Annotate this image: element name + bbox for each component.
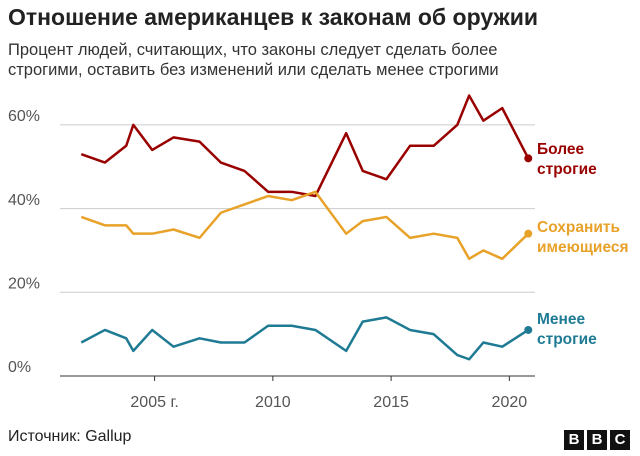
series-line	[80, 316, 529, 361]
logo-letter: B	[587, 430, 607, 450]
end-dot	[524, 154, 533, 163]
end-dot	[524, 229, 533, 238]
y-tick-label: 60%	[8, 108, 40, 125]
x-tick-label: 2010	[255, 394, 291, 411]
chart-title: Отношение американцев к законам об оружи…	[8, 4, 538, 30]
y-tick-label: 0%	[8, 359, 31, 376]
logo-letter: B	[564, 430, 584, 450]
x-tick-label: 2005 г.	[130, 394, 178, 411]
end-dot	[524, 325, 533, 334]
y-tick-label: 20%	[8, 276, 40, 293]
y-tick-label: 40%	[8, 192, 40, 209]
x-tick-label: 2020	[492, 394, 528, 411]
source: Источник: Gallup	[8, 428, 132, 445]
x-tick-label: 2015	[373, 394, 409, 411]
series-label: Сохранить имеющиеся	[537, 219, 629, 256]
logo-letter: C	[610, 430, 630, 450]
series-line	[80, 94, 530, 198]
series-label: Менее строгие	[537, 311, 597, 348]
series-label: Более строгие	[537, 141, 597, 178]
series-line	[80, 190, 530, 261]
chart-subtitle: Процент людей, считающих, что законы сле…	[8, 41, 499, 79]
logo: B B C	[564, 430, 630, 450]
